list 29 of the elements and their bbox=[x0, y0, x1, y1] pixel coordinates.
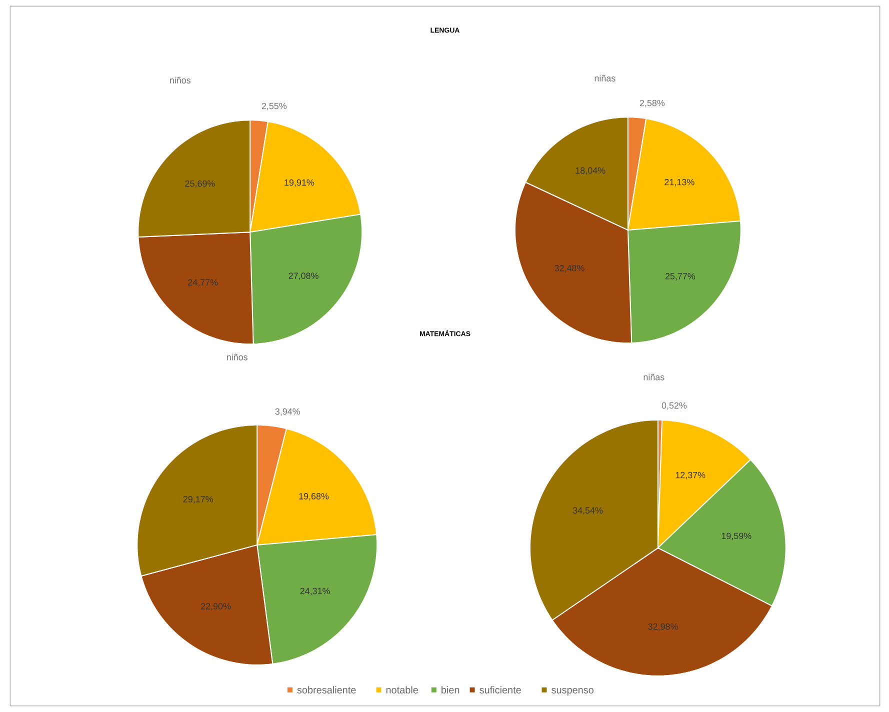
legend-label: suficiente bbox=[480, 686, 521, 694]
data-label: 25,69% bbox=[185, 180, 215, 188]
data-label: 19,91% bbox=[284, 179, 314, 187]
data-label: 32,98% bbox=[648, 623, 678, 631]
chart-subtitle: niños bbox=[226, 354, 248, 360]
data-label: 32,48% bbox=[554, 264, 584, 272]
data-label: 0,52% bbox=[662, 402, 687, 410]
data-label: 27,08% bbox=[288, 272, 318, 280]
data-label: 29,17% bbox=[183, 496, 213, 504]
data-label: 2,55% bbox=[262, 102, 287, 110]
chart-subtitle: niños bbox=[170, 76, 190, 84]
data-label: 2,58% bbox=[640, 100, 665, 108]
data-label: 19,59% bbox=[722, 532, 752, 540]
data-label: 3,94% bbox=[275, 408, 300, 416]
data-label: 12,37% bbox=[676, 472, 706, 480]
data-label: 25,77% bbox=[665, 272, 696, 280]
data-label: 19,68% bbox=[299, 493, 329, 500]
data-label: 24,31% bbox=[300, 588, 330, 596]
legend-label: sobresaliente bbox=[297, 686, 356, 694]
data-label: 34,54% bbox=[572, 507, 603, 515]
data-label: 24,77% bbox=[188, 279, 218, 287]
legend-label: bien bbox=[442, 686, 460, 694]
data-label: 21,13% bbox=[664, 178, 694, 186]
chart-subtitle: niñas bbox=[594, 74, 616, 82]
chart-subtitle: niñas bbox=[644, 374, 664, 380]
data-label: 22,90% bbox=[201, 603, 231, 610]
legend-label: notable bbox=[386, 686, 418, 694]
legend-label: suspenso bbox=[552, 688, 594, 696]
data-label: 18,04% bbox=[576, 167, 606, 175]
